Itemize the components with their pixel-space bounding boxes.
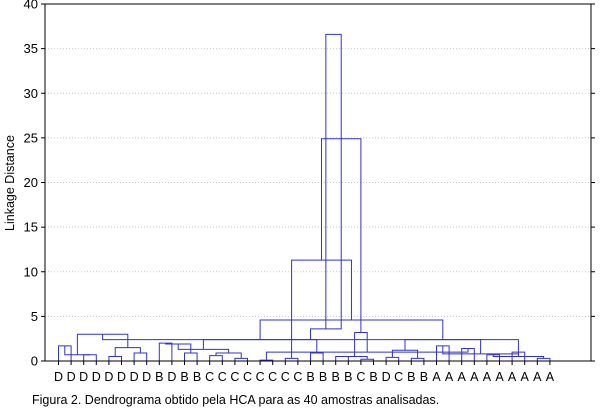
y-tick-label: 20 xyxy=(24,175,38,190)
dendrogram-link xyxy=(492,354,545,359)
y-tick-label: 40 xyxy=(24,0,38,12)
dendrogram-link xyxy=(108,356,122,361)
leaf-label: C xyxy=(218,370,227,384)
dendrogram-link xyxy=(291,259,352,359)
leaf-label: D xyxy=(142,370,151,384)
dendrogram-link xyxy=(354,331,368,357)
leaf-label: A xyxy=(495,370,504,384)
dendrogram-link xyxy=(234,357,248,361)
leaf-label: C xyxy=(243,370,252,384)
y-tick-label: 25 xyxy=(24,130,38,145)
leaf-label: C xyxy=(293,370,302,384)
leaf-label: D xyxy=(92,370,101,384)
leaf-label: A xyxy=(533,370,542,384)
dendrogram-tree xyxy=(58,33,551,361)
leaf-label: C xyxy=(230,370,239,384)
leaf-label: A xyxy=(508,370,517,384)
leaf-label: D xyxy=(167,370,176,384)
y-axis-label: Linkage Distance xyxy=(3,135,17,231)
leaf-label: D xyxy=(382,370,391,384)
dendrogram-link xyxy=(259,319,444,340)
leaf-label: B xyxy=(407,370,415,384)
leaf-label: B xyxy=(306,370,314,384)
y-axis-ticks: 0 5 10 15 20 25 30 35 40 xyxy=(24,0,595,369)
dendrogram-link xyxy=(209,355,223,361)
leaf-label: C xyxy=(281,370,290,384)
leaf-label: D xyxy=(54,370,63,384)
leaf-label: D xyxy=(117,370,126,384)
leaf-label: B xyxy=(369,370,377,384)
y-tick-label: 0 xyxy=(31,354,38,369)
leaf-label: C xyxy=(268,370,277,384)
leaf-label: C xyxy=(205,370,214,384)
dendrogram-link xyxy=(310,352,324,361)
dendrogram-link xyxy=(385,356,400,361)
leaf-label: A xyxy=(432,370,441,384)
dendrogram-link xyxy=(158,342,173,361)
leaf-label: C xyxy=(256,370,265,384)
leaf-label: C xyxy=(394,370,403,384)
figure-caption: Figura 2. Dendrograma obtido pela HCA pa… xyxy=(32,393,440,407)
leaf-label: A xyxy=(470,370,479,384)
leaf-label: A xyxy=(483,370,492,384)
dendrogram-link xyxy=(83,354,97,361)
leaf-label: B xyxy=(344,370,352,384)
leaf-label: B xyxy=(180,370,188,384)
leaf-label: A xyxy=(445,370,454,384)
dendrogram-link xyxy=(335,356,349,361)
dendrogram-link xyxy=(325,33,342,329)
dendrogram-link xyxy=(342,356,368,360)
leaf-label: A xyxy=(546,370,555,384)
y-tick-label: 10 xyxy=(24,264,38,279)
grid-lines xyxy=(45,48,591,317)
leaf-label: B xyxy=(193,370,201,384)
dendrogram-link xyxy=(114,347,141,357)
leaf-label: D xyxy=(104,370,113,384)
leaf-label: B xyxy=(155,370,163,384)
leaf-label: B xyxy=(319,370,327,384)
leaf-label: A xyxy=(458,370,467,384)
dendrogram-link xyxy=(202,339,318,353)
dendrogram-link xyxy=(284,357,299,361)
leaf-label: C xyxy=(356,370,365,384)
y-tick-label: 15 xyxy=(24,220,38,235)
leaf-label: D xyxy=(67,370,76,384)
y-tick-label: 35 xyxy=(24,41,38,56)
dendrogram-link xyxy=(64,345,90,356)
dendrogram-link xyxy=(536,357,551,361)
y-tick-label: 30 xyxy=(24,86,38,101)
y-tick-label: 5 xyxy=(31,309,38,324)
leaf-label: B xyxy=(420,370,428,384)
leaf-label: B xyxy=(332,370,340,384)
dendrogram-link xyxy=(133,352,148,361)
leaf-label: D xyxy=(130,370,139,384)
leaf-label: A xyxy=(521,370,530,384)
leaf-label: D xyxy=(79,370,88,384)
dendrogram-link xyxy=(184,352,198,361)
dendrogram-link xyxy=(410,357,425,361)
